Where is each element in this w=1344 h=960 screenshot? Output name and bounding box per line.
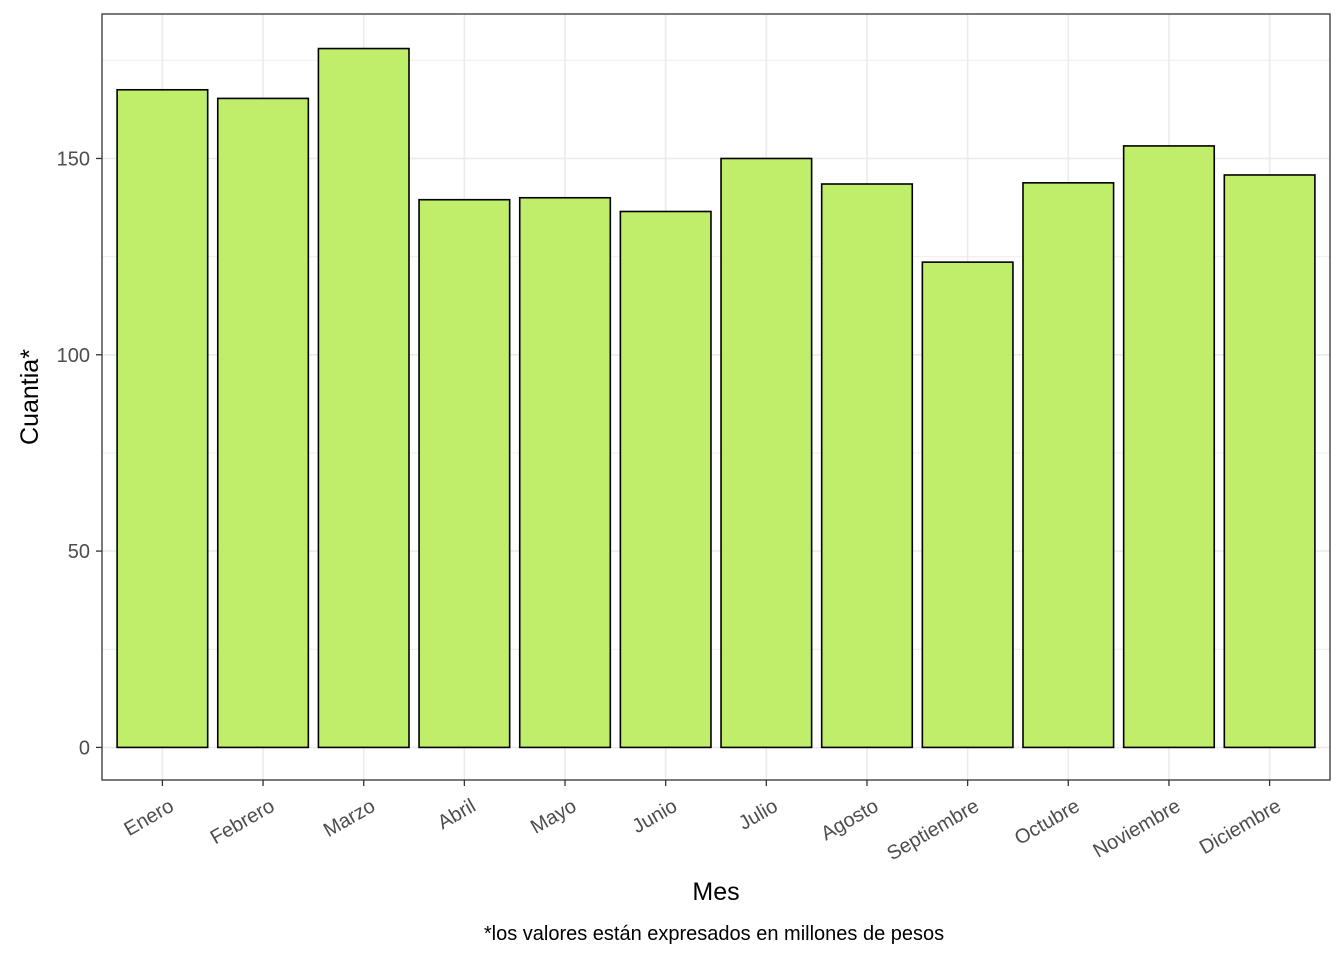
x-tick-label: Mayo: [527, 795, 580, 839]
bar-octubre: [1022, 182, 1115, 749]
x-axis-title: Mes: [692, 878, 739, 906]
bar-marzo: [317, 47, 410, 749]
x-tick-label: Octubre: [1011, 795, 1084, 850]
bar-febrero: [216, 97, 310, 749]
y-tick-label: 150: [57, 148, 90, 170]
bars: [116, 47, 1316, 749]
bar-julio: [720, 157, 813, 749]
x-tick-label: Agosto: [817, 795, 882, 845]
y-axis: 0 50 100 150: [57, 148, 102, 759]
x-axis: Enero Febrero Marzo Abril Mayo Junio Julio Agos…: [120, 780, 1285, 865]
x-tick-label: Septiembre: [883, 795, 983, 865]
y-tick-label: 0: [79, 737, 90, 759]
panel-border: [101, 13, 1331, 781]
bar-septiembre: [921, 261, 1014, 749]
x-tick-label: Febrero: [207, 795, 279, 849]
x-tick-label: Junio: [629, 795, 681, 838]
x-tick-label: Diciembre: [1196, 795, 1285, 859]
bar-junio: [619, 210, 712, 749]
bar-abril: [418, 198, 511, 749]
y-tick-label: 100: [57, 345, 90, 367]
y-axis-title: Cuantia*: [16, 349, 44, 445]
x-tick-label: Enero: [120, 795, 177, 841]
chart-caption: *los valores están expresados en millone…: [484, 923, 944, 945]
x-tick-label: Julio: [735, 795, 782, 835]
y-tick-label: 50: [68, 541, 90, 563]
bar-enero: [116, 88, 209, 749]
bar-diciembre: [1223, 174, 1316, 749]
bar-noviembre: [1122, 145, 1216, 749]
bar-agosto: [820, 183, 914, 749]
x-tick-label: Noviembre: [1090, 795, 1185, 862]
bar-mayo: [518, 196, 612, 749]
x-tick-label: Marzo: [320, 795, 379, 842]
x-tick-label: Abril: [434, 795, 480, 834]
